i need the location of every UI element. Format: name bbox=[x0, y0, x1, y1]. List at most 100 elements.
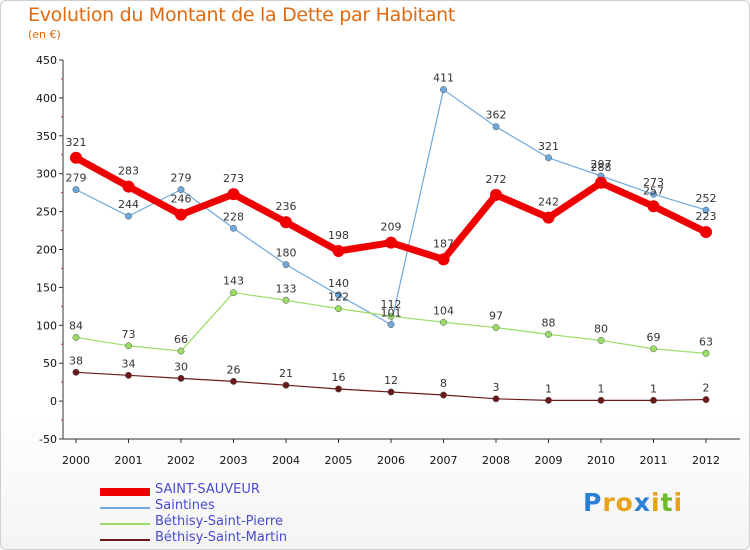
logo-letter: t bbox=[660, 488, 674, 517]
data-label-saint-sauveur: 257 bbox=[643, 184, 664, 197]
data-point-b-thisy-saint-martin bbox=[335, 385, 342, 393]
data-point-saintines bbox=[650, 190, 657, 198]
data-point-b-thisy-saint-martin bbox=[72, 368, 80, 376]
series-layer bbox=[70, 86, 712, 404]
x-tick-label: 2004 bbox=[272, 454, 300, 467]
data-label-saintines: 362 bbox=[486, 109, 507, 122]
data-point-saintines bbox=[492, 123, 500, 131]
data-label-b-thisy-saint-martin: 21 bbox=[279, 367, 293, 380]
data-point-b-thisy-saint-martin bbox=[282, 381, 290, 389]
y-tick-label: 400 bbox=[36, 92, 57, 105]
data-label-saint-sauveur: 236 bbox=[276, 200, 297, 213]
data-label-saint-sauveur: 209 bbox=[381, 221, 402, 234]
data-label-b-thisy-saint-martin: 38 bbox=[69, 354, 83, 367]
data-point-b-thisy-saint-pierre bbox=[230, 289, 237, 297]
data-label-b-thisy-saint-martin: 16 bbox=[332, 371, 346, 384]
data-point-saintines bbox=[125, 212, 132, 220]
data-label-b-thisy-saint-pierre: 104 bbox=[433, 304, 454, 317]
logo-letter: i bbox=[673, 488, 684, 517]
legend-label: Béthisy-Saint-Martin bbox=[155, 530, 288, 545]
data-label-b-thisy-saint-martin: 12 bbox=[384, 374, 398, 387]
chart-subtitle: (en €) bbox=[28, 28, 61, 41]
data-point-saint-sauveur bbox=[122, 180, 135, 193]
y-tick-label: 450 bbox=[36, 54, 57, 67]
data-point-saint-sauveur bbox=[332, 245, 345, 258]
data-label-b-thisy-saint-pierre: 73 bbox=[122, 328, 136, 341]
data-point-saintines bbox=[387, 321, 395, 328]
data-label-saint-sauveur: 288 bbox=[591, 161, 612, 174]
data-label-saintines: 297 bbox=[591, 158, 612, 171]
data-point-saint-sauveur bbox=[385, 236, 397, 249]
data-label-b-thisy-saint-martin: 8 bbox=[440, 377, 447, 390]
axes: -50 0 50 100 150 200 250 300 350 400 450 2000 2001 20… bbox=[36, 54, 740, 467]
data-label-saint-sauveur: 273 bbox=[223, 172, 244, 185]
data-point-b-thisy-saint-martin bbox=[125, 371, 132, 379]
data-label-b-thisy-saint-pierre: 112 bbox=[381, 298, 402, 311]
data-point-saint-sauveur bbox=[595, 176, 607, 189]
data-label-b-thisy-saint-martin: 30 bbox=[174, 360, 188, 373]
data-point-saint-sauveur bbox=[227, 188, 240, 201]
legend-label: SAINT-SAUVEUR bbox=[155, 482, 260, 497]
data-point-saint-sauveur bbox=[700, 226, 712, 239]
data-point-saint-sauveur bbox=[647, 200, 660, 213]
data-label-saintines: 228 bbox=[223, 210, 244, 223]
data-label-b-thisy-saint-pierre: 97 bbox=[489, 310, 503, 323]
data-label-b-thisy-saint-pierre: 133 bbox=[276, 282, 297, 295]
x-tick-label: 2000 bbox=[62, 454, 90, 467]
data-point-b-thisy-saint-pierre bbox=[177, 347, 185, 355]
data-label-b-thisy-saint-martin: 1 bbox=[598, 382, 605, 395]
y-tick-label: 350 bbox=[36, 130, 57, 143]
data-label-saint-sauveur: 223 bbox=[696, 210, 717, 223]
logo-letter: i bbox=[651, 488, 661, 517]
proxiti-logo: Proxiti bbox=[583, 488, 683, 517]
data-point-b-thisy-saint-pierre bbox=[387, 312, 395, 320]
x-tick-label: 2001 bbox=[115, 454, 143, 467]
data-labels-layer: 2792442792281801401014113623212972732528… bbox=[66, 72, 717, 396]
x-tick-label: 2011 bbox=[640, 454, 668, 467]
data-point-b-thisy-saint-martin bbox=[230, 377, 237, 385]
data-point-b-thisy-saint-pierre bbox=[440, 318, 447, 326]
data-label-b-thisy-saint-pierre: 122 bbox=[328, 291, 349, 304]
data-label-saintines: 273 bbox=[643, 176, 664, 189]
data-label-saintines: 321 bbox=[538, 140, 559, 153]
data-label-b-thisy-saint-pierre: 143 bbox=[223, 275, 244, 288]
data-label-saint-sauveur: 321 bbox=[66, 136, 87, 149]
data-point-b-thisy-saint-pierre bbox=[597, 337, 605, 344]
data-label-saint-sauveur: 242 bbox=[538, 196, 559, 209]
data-label-b-thisy-saint-pierre: 88 bbox=[542, 316, 556, 329]
legend-label: Saintines bbox=[155, 498, 215, 513]
data-point-b-thisy-saint-martin bbox=[702, 396, 710, 404]
y-tick-label: 150 bbox=[36, 281, 57, 294]
data-label-saint-sauveur: 283 bbox=[118, 165, 139, 178]
y-tick-label: 100 bbox=[36, 319, 57, 332]
data-label-saintines: 140 bbox=[328, 277, 349, 290]
data-label-b-thisy-saint-martin: 2 bbox=[703, 382, 710, 395]
data-label-b-thisy-saint-pierre: 69 bbox=[647, 331, 661, 344]
data-point-b-thisy-saint-martin bbox=[492, 395, 500, 403]
data-label-b-thisy-saint-pierre: 63 bbox=[699, 335, 713, 348]
data-label-saintines: 279 bbox=[171, 172, 192, 185]
y-tick-label: 250 bbox=[36, 206, 57, 219]
y-tick-label: 200 bbox=[36, 244, 57, 257]
data-label-saintines: 244 bbox=[118, 198, 139, 211]
data-label-saintines: 180 bbox=[276, 247, 297, 260]
data-point-saint-sauveur bbox=[280, 216, 292, 229]
data-label-b-thisy-saint-pierre: 66 bbox=[174, 333, 188, 346]
data-point-saintines bbox=[282, 261, 290, 269]
data-label-b-thisy-saint-martin: 1 bbox=[545, 382, 552, 395]
logo-letter: x bbox=[633, 488, 651, 517]
data-point-b-thisy-saint-pierre bbox=[125, 342, 132, 350]
legend-label: Béthisy-Saint-Pierre bbox=[155, 514, 283, 529]
data-point-b-thisy-saint-pierre bbox=[650, 345, 657, 353]
legend-swatch bbox=[100, 523, 150, 525]
data-point-saint-sauveur bbox=[490, 188, 502, 201]
data-point-b-thisy-saint-martin bbox=[545, 396, 552, 404]
x-tick-label: 2006 bbox=[377, 454, 405, 467]
legend-swatch bbox=[100, 488, 150, 496]
x-tick-label: 2010 bbox=[587, 454, 615, 467]
x-tick-label: 2012 bbox=[692, 454, 720, 467]
chart-title: Evolution du Montant de la Dette par Hab… bbox=[28, 4, 456, 26]
logo-letter: P bbox=[583, 488, 603, 517]
